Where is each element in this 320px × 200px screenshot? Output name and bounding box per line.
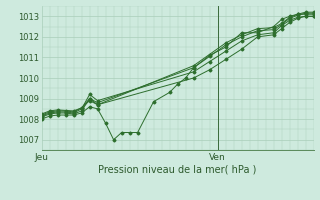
X-axis label: Pression niveau de la mer( hPa ): Pression niveau de la mer( hPa ) xyxy=(99,165,257,175)
